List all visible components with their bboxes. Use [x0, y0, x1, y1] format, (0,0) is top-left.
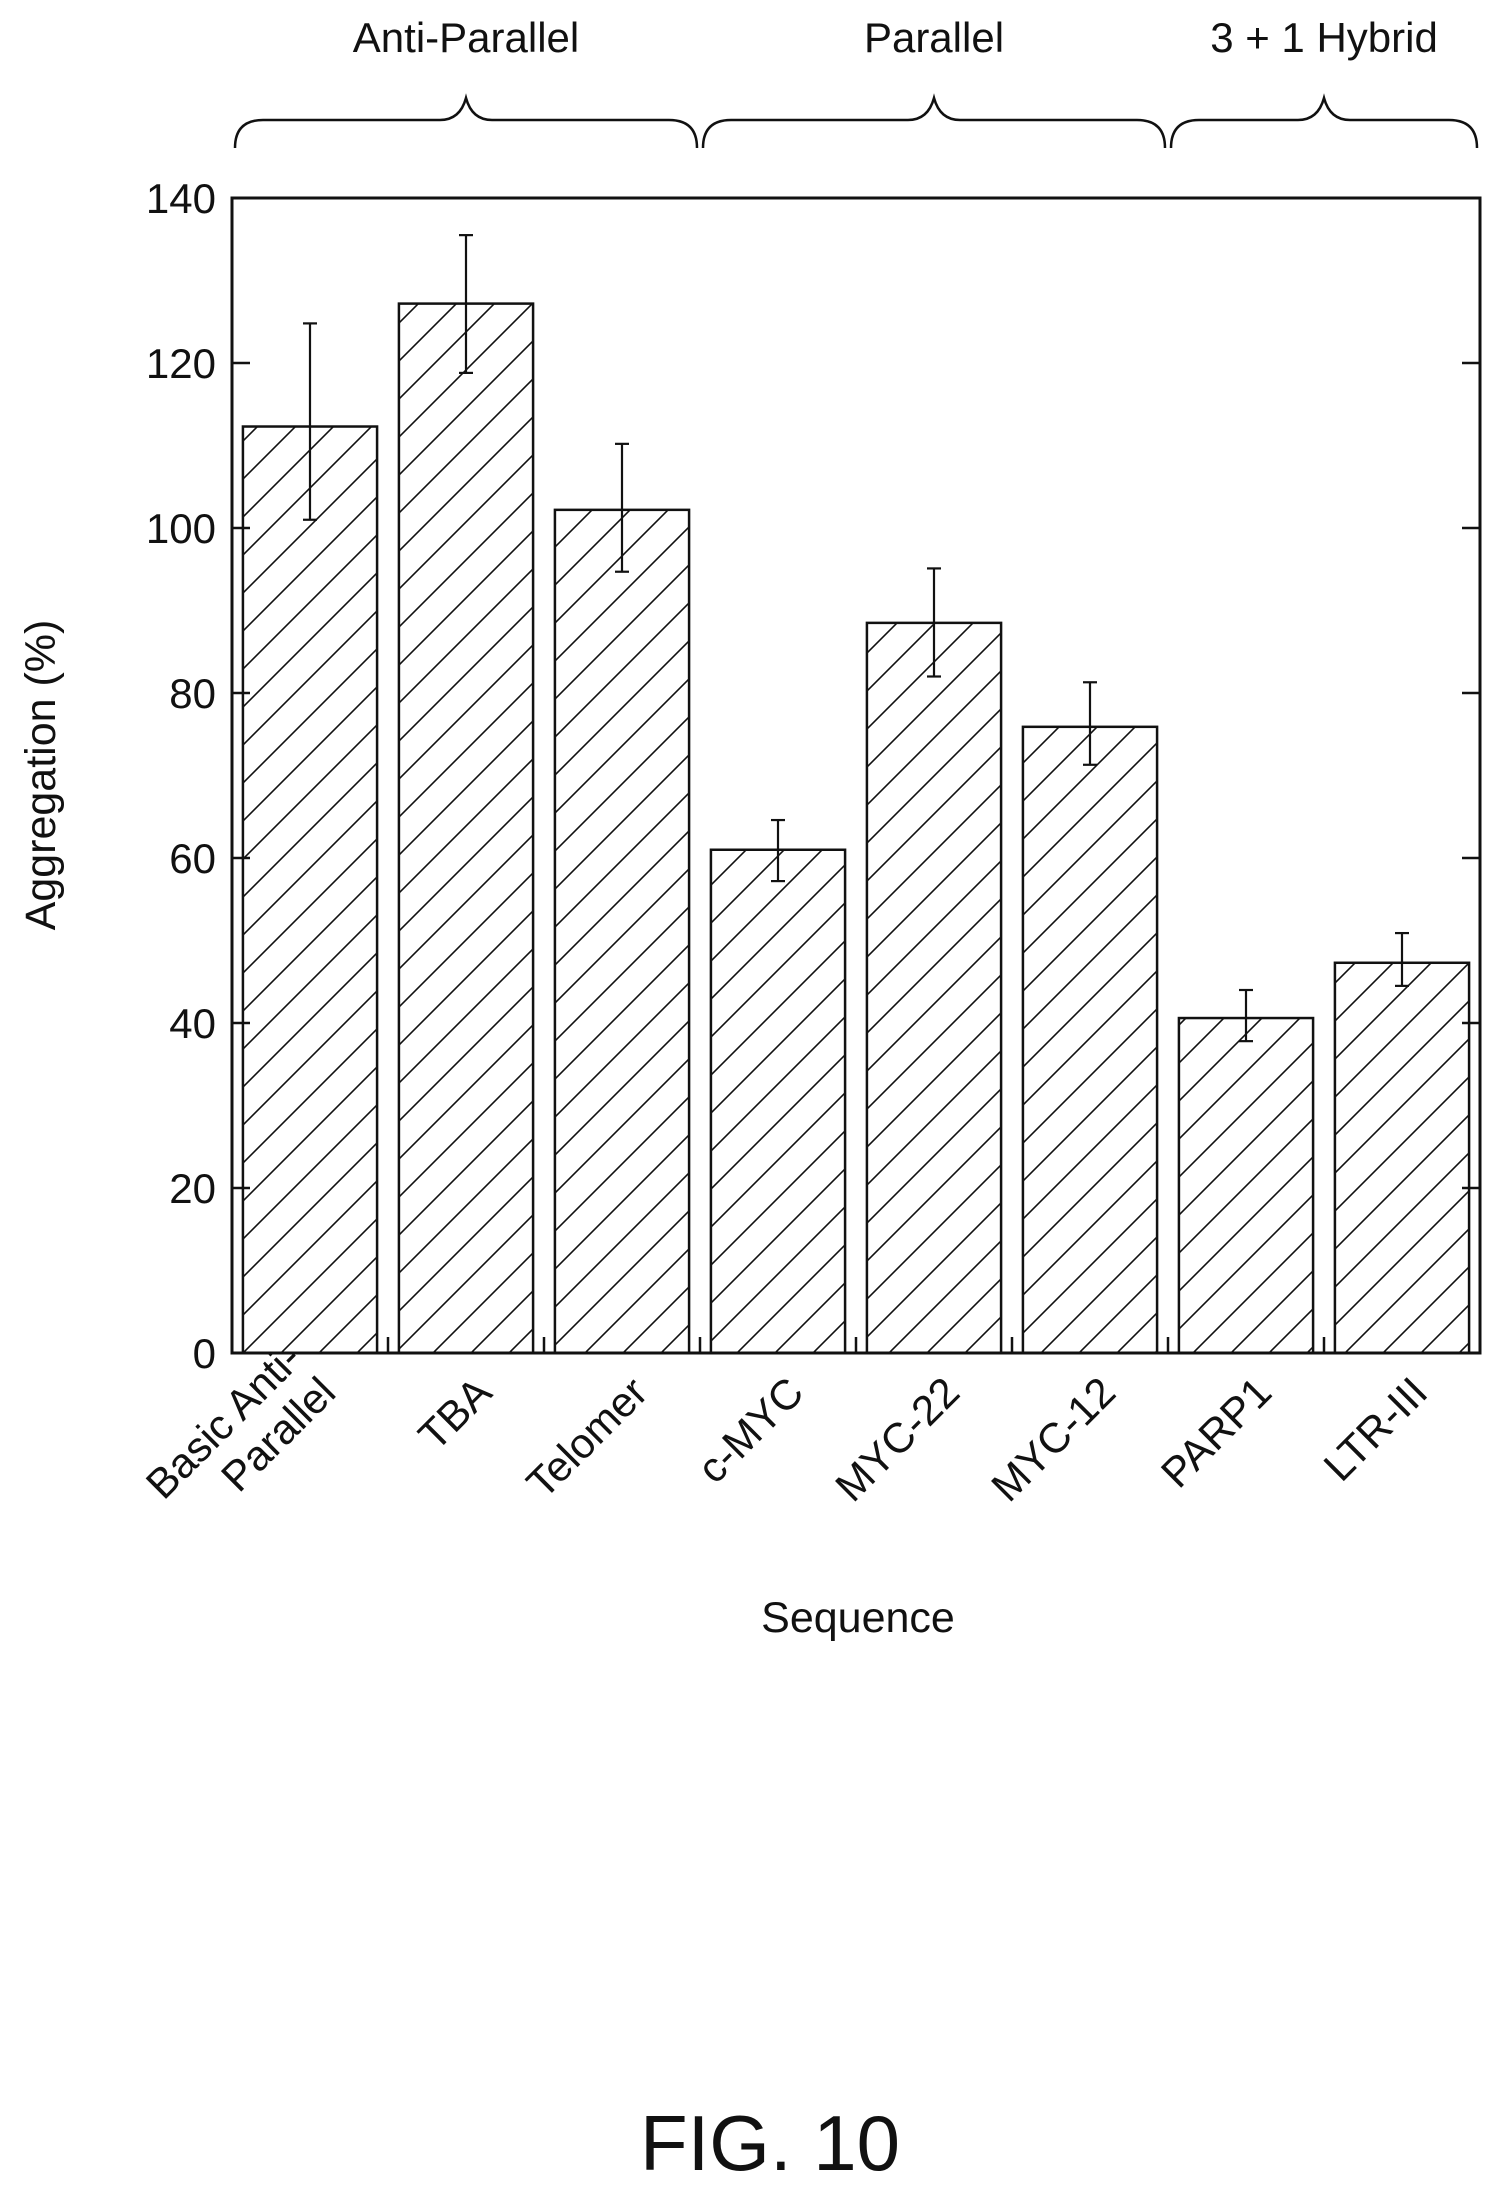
y-axis: 0 20 40 60 80 100 120 140	[146, 175, 1480, 1377]
group-brace	[701, 93, 1167, 149]
group-label: Anti-Parallel	[353, 14, 579, 61]
x-tick-label-line: MYC-12	[982, 1368, 1124, 1510]
bar	[1021, 725, 1159, 1355]
bar	[865, 621, 1003, 1355]
x-tick-label-line: c-MYC	[688, 1368, 812, 1492]
group-label: 3 + 1 Hybrid	[1210, 14, 1438, 61]
bar	[1333, 961, 1471, 1355]
y-tick-label: 100	[146, 505, 216, 552]
x-tick-label: Telomer	[517, 1368, 656, 1507]
x-tick-label: TBA	[409, 1368, 500, 1459]
x-tick-label: Basic Anti-Parallel	[137, 1334, 344, 1541]
bar	[397, 302, 535, 1355]
x-tick-label-line: LTR-III	[1314, 1368, 1436, 1490]
x-tick-label-text: MYC-22	[826, 1368, 968, 1510]
x-tick-label-line: Telomer	[517, 1368, 656, 1507]
x-tick-label-text: Telomer	[517, 1368, 656, 1507]
group-brace	[1169, 93, 1479, 149]
x-tick-label-line: MYC-22	[826, 1368, 968, 1510]
error-bars-layer	[303, 234, 1409, 1043]
x-tick-label: LTR-III	[1314, 1368, 1436, 1490]
x-tick-label: c-MYC	[688, 1368, 812, 1492]
y-tick-label: 120	[146, 340, 216, 387]
group-label: Parallel	[864, 14, 1004, 61]
y-tick-label: 20	[169, 1165, 216, 1212]
y-tick-label: 140	[146, 175, 216, 222]
x-tick-label-line: TBA	[409, 1368, 500, 1459]
x-axis-label: Sequence	[761, 1594, 955, 1642]
y-tick-label: 80	[169, 670, 216, 717]
x-tick-label-text: Basic Anti-Parallel	[137, 1334, 344, 1541]
x-tick-label-line: PARP1	[1152, 1368, 1280, 1496]
bars-layer	[241, 302, 1471, 1355]
y-tick-label: 40	[169, 1000, 216, 1047]
x-tick-label-text: LTR-III	[1314, 1368, 1436, 1490]
x-tick-label-text: MYC-12	[982, 1368, 1124, 1510]
x-tick-label: PARP1	[1152, 1368, 1280, 1496]
bar	[553, 508, 691, 1355]
bar	[709, 848, 847, 1355]
y-tick-label: 60	[169, 835, 216, 882]
x-tick-label-text: TBA	[409, 1368, 500, 1459]
group-brace	[233, 93, 699, 149]
group-braces: Anti-Parallel Parallel 3 + 1 Hybrid	[233, 14, 1479, 149]
x-axis: Basic Anti-Parallel TBA Telomer c-MYC MYC-22…	[137, 1334, 1436, 1541]
x-tick-label-text: c-MYC	[688, 1368, 812, 1492]
x-tick-label: MYC-22	[826, 1368, 968, 1510]
y-tick-label: 0	[193, 1330, 216, 1377]
figure-label: FIG. 10	[640, 2099, 900, 2187]
x-tick-label-text: PARP1	[1152, 1368, 1280, 1496]
y-axis-label: Aggregation (%)	[17, 620, 65, 931]
bar	[241, 425, 379, 1355]
x-tick-label: MYC-12	[982, 1368, 1124, 1510]
bar	[1177, 1016, 1315, 1355]
